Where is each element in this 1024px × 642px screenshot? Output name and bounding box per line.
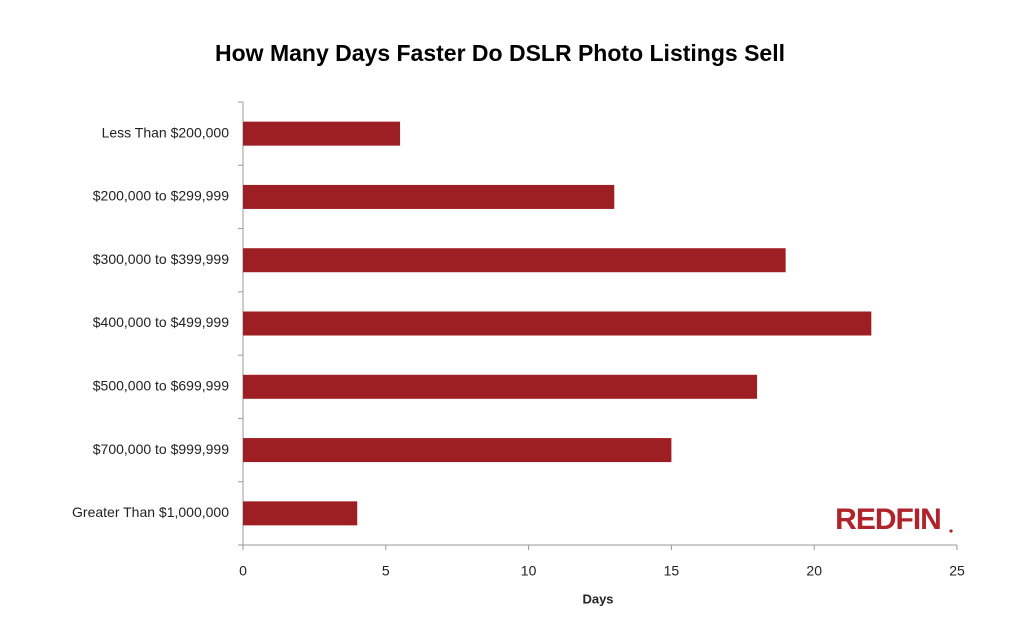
bar: [243, 311, 872, 336]
x-axis-label: Days: [582, 591, 613, 606]
y-tick-label: Greater Than $1,000,000: [72, 504, 229, 520]
bar: [243, 121, 401, 146]
chart-title: How Many Days Faster Do DSLR Photo Listi…: [215, 40, 785, 66]
y-tick-label: Less Than $200,000: [102, 124, 230, 140]
x-tick-label: 5: [382, 563, 390, 579]
y-tick-label: $200,000 to $299,999: [93, 188, 229, 204]
x-tick-label: 20: [806, 563, 822, 579]
bar: [243, 374, 758, 399]
y-tick-label: $500,000 to $699,999: [93, 377, 229, 393]
bar: [243, 248, 786, 273]
y-tick-label: $400,000 to $499,999: [93, 314, 229, 330]
bar: [243, 501, 358, 526]
y-tick-label: $300,000 to $399,999: [93, 251, 229, 267]
x-tick-label: 0: [239, 563, 247, 579]
x-tick-label: 25: [949, 563, 965, 579]
x-tick-label: 15: [664, 563, 680, 579]
bar: [243, 184, 615, 209]
bar: [243, 438, 672, 463]
y-tick-label: $700,000 to $999,999: [93, 441, 229, 457]
logo: REDFIN: [835, 503, 941, 536]
x-tick-label: 10: [521, 563, 537, 579]
logo-dot: [949, 529, 953, 533]
